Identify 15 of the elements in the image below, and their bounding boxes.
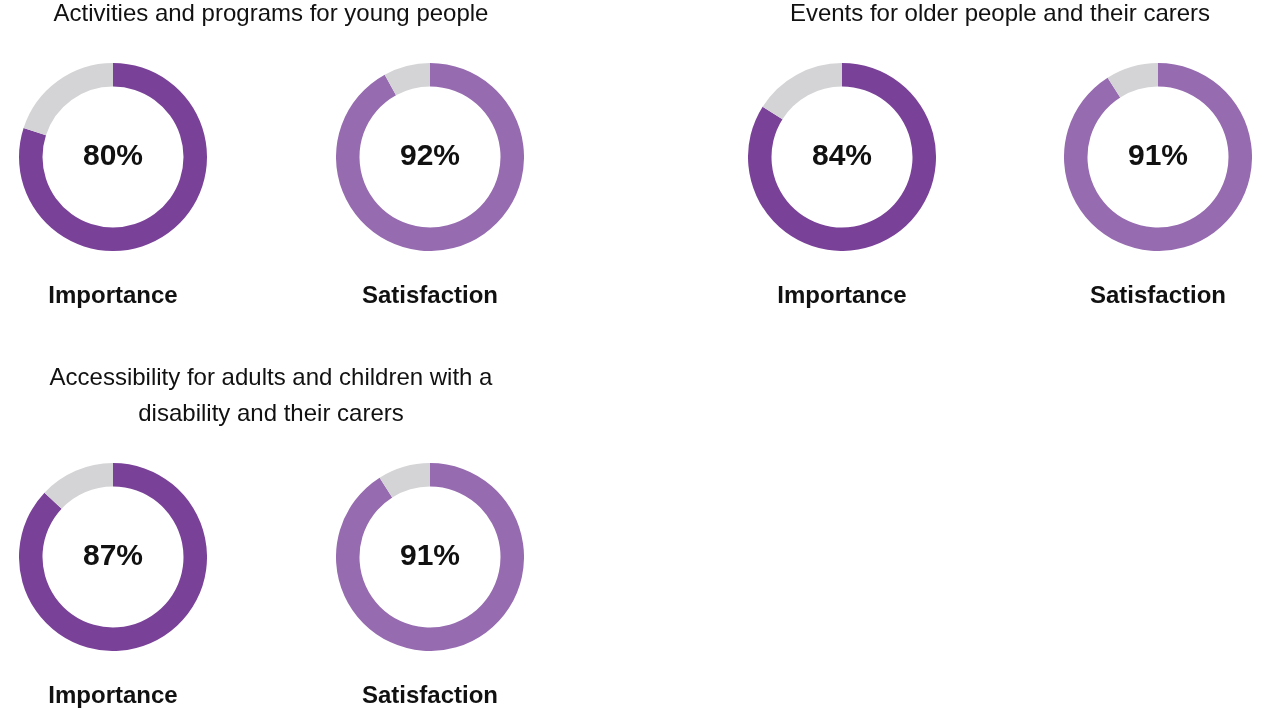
data-label: 92% [399, 138, 461, 172]
text: Accessibility for adults and children with a disability and their carers [48, 362, 494, 428]
text: Importance [776, 281, 908, 309]
text: Importance [47, 281, 179, 309]
data-label: 87% [82, 538, 144, 572]
text: Satisfaction [1089, 281, 1227, 309]
data-label: 91% [399, 538, 461, 572]
data-label: 84% [811, 138, 873, 172]
text: Events for older people and their carers [788, 0, 1212, 28]
text: Satisfaction [361, 681, 499, 709]
data-label: 91% [1127, 138, 1189, 172]
text: Importance [47, 681, 179, 709]
data-label: 80% [82, 138, 144, 172]
text: Satisfaction [361, 281, 499, 309]
text: Activities and programs for young people [52, 0, 490, 28]
